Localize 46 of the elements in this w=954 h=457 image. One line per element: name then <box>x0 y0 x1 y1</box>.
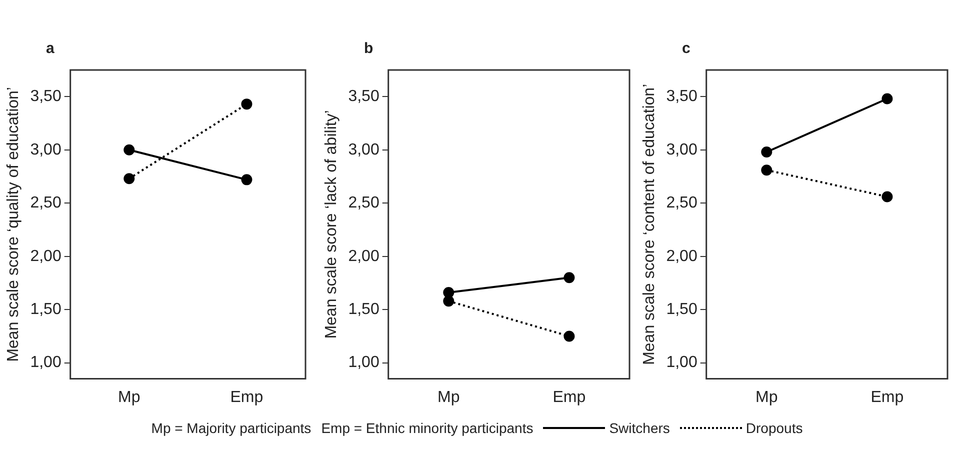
point <box>882 191 893 202</box>
legend-label: Dropouts <box>746 420 803 436</box>
y-tick-label: 2,00 <box>30 248 62 265</box>
chart-title: b <box>364 40 374 57</box>
point <box>124 173 135 184</box>
point <box>564 272 575 284</box>
y-tick-label: 2,00 <box>666 248 698 265</box>
y-tick-label: 2,50 <box>348 194 380 212</box>
x-tick-label: Emp <box>552 388 586 406</box>
x-tick-label: Mp <box>118 388 140 406</box>
x-tick-label: Mp <box>438 388 460 406</box>
chart-title: c <box>682 40 690 57</box>
point <box>124 144 135 156</box>
y-tick-label: 3,00 <box>30 141 62 158</box>
y-tick-label: 3,50 <box>666 88 698 106</box>
y-axis-title: Mean scale score ‘quality of education’ <box>5 86 22 362</box>
y-tick-label: 3,50 <box>30 88 62 106</box>
y-tick-label: 1,50 <box>348 300 380 318</box>
y-tick-label: 1,50 <box>30 300 62 318</box>
point <box>761 164 772 176</box>
text: Emp = Ethnic minority participants <box>321 420 534 436</box>
text: Mp = Majority participants <box>151 420 312 436</box>
y-tick-label: 3,50 <box>348 88 380 106</box>
y-tick-label: 1,50 <box>666 300 698 318</box>
point <box>564 330 575 342</box>
x-tick-label: Mp <box>756 388 778 406</box>
chart-title: a <box>46 40 54 57</box>
y-axis-title: Mean scale score ‘lack of ability’ <box>323 110 340 339</box>
y-tick-label: 2,00 <box>348 248 380 265</box>
y-tick-label: 2,50 <box>30 194 62 212</box>
y-tick-label: 3,00 <box>666 141 698 158</box>
point <box>882 93 893 104</box>
legend-label: Switchers <box>609 420 670 436</box>
y-tick-label: 2,50 <box>666 194 698 212</box>
y-tick-label: 3,00 <box>348 141 380 158</box>
y-tick-label: 1,00 <box>666 354 698 372</box>
point <box>241 174 252 186</box>
point <box>443 287 454 298</box>
y-axis-title: Mean scale score ‘content of education’ <box>641 84 658 365</box>
y-tick-label: 1,00 <box>30 354 62 372</box>
point <box>241 98 252 110</box>
x-tick-label: Emp <box>870 388 904 406</box>
x-tick-label: Emp <box>230 388 264 406</box>
point <box>443 296 454 307</box>
point <box>761 146 772 158</box>
y-tick-label: 1,00 <box>348 354 380 372</box>
